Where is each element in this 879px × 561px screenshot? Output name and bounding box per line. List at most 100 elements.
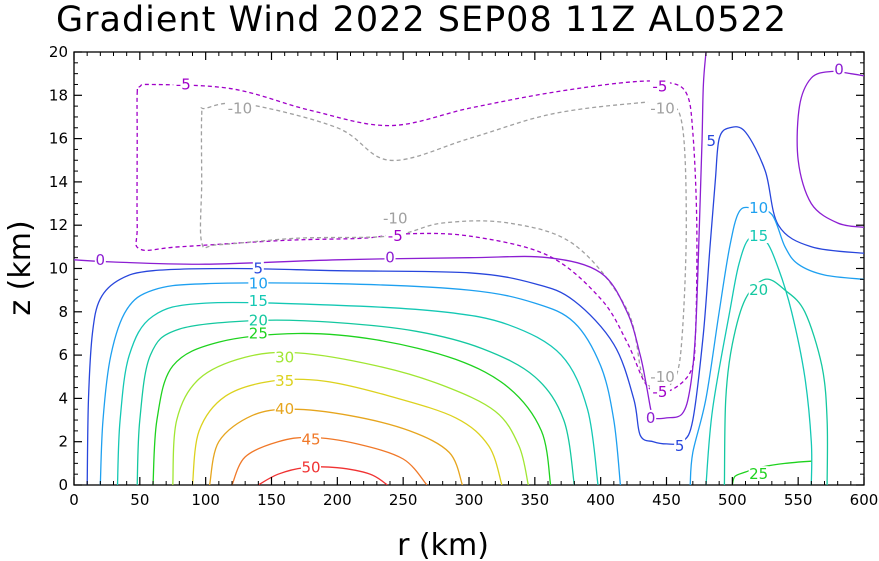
contour-line-20 — [723, 278, 829, 485]
x-tick-label: 0 — [69, 491, 79, 509]
contour-label-bg — [248, 325, 269, 341]
y-tick-label: 4 — [58, 389, 68, 407]
contour-label: 15 — [749, 227, 768, 245]
contour-label-bg — [301, 431, 321, 447]
x-axis-label: r (km) — [397, 528, 489, 561]
x-tick-label: 50 — [130, 491, 149, 509]
contour-label: 10 — [749, 199, 768, 217]
contour-label-bg — [274, 373, 295, 389]
contour-line-0 — [74, 52, 707, 420]
contour-label-bg — [748, 199, 769, 215]
contour-label: 0 — [385, 249, 395, 267]
contour-label-bg — [648, 100, 678, 116]
contour-label: 25 — [749, 465, 768, 483]
contour-label: 30 — [275, 348, 294, 366]
contour-label: 45 — [301, 431, 320, 449]
contour-label-bg — [248, 312, 269, 328]
contour-label-bg — [833, 61, 845, 77]
contour-label-bg — [705, 132, 717, 148]
contour-label: -5 — [388, 227, 403, 245]
contour-label-bg — [274, 401, 295, 417]
y-tick-label: 0 — [58, 476, 68, 494]
contour-label: 5 — [254, 260, 264, 278]
y-axis-ticks: 0 2 4 6 8 10 12 14 16 18 20 — [49, 43, 864, 494]
contour-label-bg — [748, 282, 769, 298]
x-tick-label: 100 — [191, 491, 220, 509]
contour-label-bg — [301, 459, 321, 475]
x-tick-label: 350 — [521, 491, 550, 509]
contour-line-10 — [99, 282, 622, 485]
contour-label-bg — [649, 383, 670, 399]
y-axis-label: z (km) — [3, 220, 38, 315]
contour-label-bg — [384, 249, 396, 265]
x-tick-label: 250 — [389, 491, 418, 509]
contour-label: 20 — [749, 281, 768, 299]
y-tick-label: 12 — [49, 216, 68, 234]
contour-line-35 — [191, 378, 503, 485]
contour-line-5 — [86, 126, 864, 485]
contour-line-10 — [689, 206, 864, 485]
x-tick-label: 200 — [323, 491, 352, 509]
x-tick-label: 500 — [718, 491, 747, 509]
x-tick-label: 150 — [257, 491, 286, 509]
chart-title: Gradient Wind 2022 SEP08 11Z AL0522 — [56, 0, 787, 40]
contour-label-bg — [225, 100, 255, 116]
contour-label: 20 — [249, 311, 268, 329]
y-tick-label: 16 — [49, 130, 68, 148]
contour-line-50 — [257, 466, 388, 485]
contour-label: 10 — [249, 275, 268, 293]
contour-line-15 — [705, 235, 813, 485]
x-tick-label: 450 — [652, 491, 681, 509]
x-axis-ticks: 0 50 100 150 200 250 300 350 400 450 500 550 600 — [69, 52, 878, 509]
contour-label-bg — [649, 78, 670, 94]
contour-label-bg — [248, 275, 269, 291]
contour-label: 5 — [675, 437, 685, 455]
contour-line-40 — [208, 408, 464, 485]
contour-line-15 — [116, 301, 599, 485]
contour-label-layer: -5 -5-5-5-10 -10-10-100 0005551010151520202… — [94, 60, 845, 483]
contour-line-20 — [136, 319, 575, 485]
contour-label: 50 — [301, 459, 320, 477]
x-tick-label: 600 — [850, 491, 879, 509]
contour-label: 0 — [646, 409, 656, 427]
contour-label: -10 — [383, 210, 408, 228]
contour-label-bg — [94, 251, 106, 267]
contour-layer — [74, 52, 864, 485]
contour-label-bg — [748, 466, 769, 482]
contour-line-25 — [152, 332, 552, 485]
contour-label: 25 — [249, 324, 268, 342]
x-tick-label: 400 — [586, 491, 615, 509]
x-tick-label: 550 — [784, 491, 813, 509]
y-tick-label: 8 — [58, 303, 68, 321]
contour-label: -5 — [652, 383, 667, 401]
contour-label-bg — [385, 228, 406, 244]
contour-line-30 — [172, 351, 529, 485]
contour-label-bg — [674, 438, 686, 454]
y-tick-label: 18 — [49, 86, 68, 104]
contour-label-bg — [248, 292, 269, 308]
contour-label-bg — [173, 76, 194, 92]
contour-line-45 — [231, 436, 428, 485]
contour-label: -5 — [652, 78, 667, 96]
y-tick-label: 6 — [58, 346, 68, 364]
y-tick-label: 20 — [49, 43, 68, 61]
x-tick-label: 300 — [455, 491, 484, 509]
contour-label-bg — [380, 210, 410, 226]
y-tick-label: 2 — [58, 433, 68, 451]
contour-line-neg5 — [135, 80, 698, 394]
contour-label-bg — [645, 409, 657, 425]
contour-label: -5 — [176, 75, 191, 93]
contour-label: 35 — [275, 372, 294, 390]
contour-label-bg — [648, 368, 678, 384]
contour-label: -10 — [650, 368, 675, 386]
contour-label: 0 — [96, 251, 106, 269]
contour-line-0 — [796, 70, 864, 229]
contour-label-bg — [252, 260, 264, 276]
contour-label: 15 — [249, 292, 268, 310]
contour-label: 5 — [706, 132, 716, 150]
contour-label: 0 — [834, 60, 844, 78]
contour-label: -10 — [228, 99, 253, 117]
contour-label-bg — [748, 228, 769, 244]
contour-label: 40 — [275, 400, 294, 418]
